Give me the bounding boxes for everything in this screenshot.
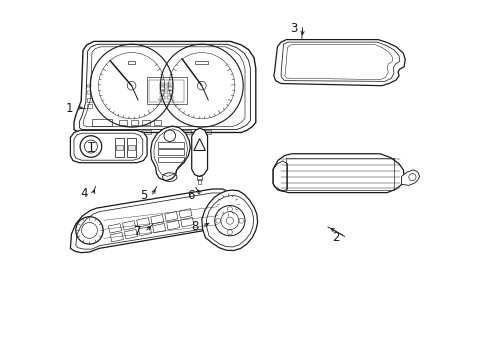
Bar [130, 120, 139, 125]
Text: 1: 1 [66, 102, 73, 115]
Bar [87, 98, 92, 102]
Bar [160, 83, 165, 86]
Bar [101, 130, 112, 134]
Text: 6: 6 [187, 189, 195, 202]
Text: 7: 7 [134, 225, 141, 238]
Polygon shape [274, 40, 405, 86]
Polygon shape [192, 128, 208, 176]
Bar [168, 83, 173, 86]
Polygon shape [273, 154, 404, 193]
Bar [117, 145, 123, 150]
Bar [87, 91, 91, 94]
Bar [180, 130, 191, 134]
Bar [92, 119, 112, 126]
Bar [121, 130, 132, 134]
Bar [198, 179, 201, 184]
Polygon shape [71, 189, 238, 253]
Bar [160, 130, 171, 134]
Bar [200, 130, 211, 134]
Bar [160, 87, 165, 90]
Polygon shape [202, 190, 258, 251]
Bar [142, 120, 150, 125]
Bar [153, 120, 162, 125]
Bar [160, 91, 165, 94]
Polygon shape [402, 170, 419, 185]
Bar [141, 130, 151, 134]
Polygon shape [74, 41, 256, 132]
Bar [158, 157, 184, 162]
Text: 8: 8 [192, 220, 199, 233]
Bar [286, 158, 394, 190]
Text: 5: 5 [140, 189, 147, 202]
Bar [128, 145, 135, 150]
Text: 2: 2 [332, 231, 339, 244]
Bar [87, 85, 91, 87]
Bar [197, 176, 202, 180]
Bar [158, 142, 184, 148]
Polygon shape [151, 126, 190, 181]
Bar [149, 80, 184, 102]
Bar [128, 61, 135, 64]
Bar [168, 96, 173, 99]
Bar [119, 120, 127, 125]
Bar [196, 61, 208, 64]
Bar [87, 104, 92, 108]
Bar [147, 77, 187, 104]
Bar [168, 91, 173, 94]
Text: 3: 3 [290, 22, 297, 35]
Bar [158, 149, 184, 155]
Bar [168, 87, 173, 90]
Polygon shape [71, 130, 147, 163]
Text: 4: 4 [80, 187, 88, 200]
Bar [116, 138, 124, 157]
Bar [127, 138, 136, 157]
Bar [160, 96, 165, 99]
